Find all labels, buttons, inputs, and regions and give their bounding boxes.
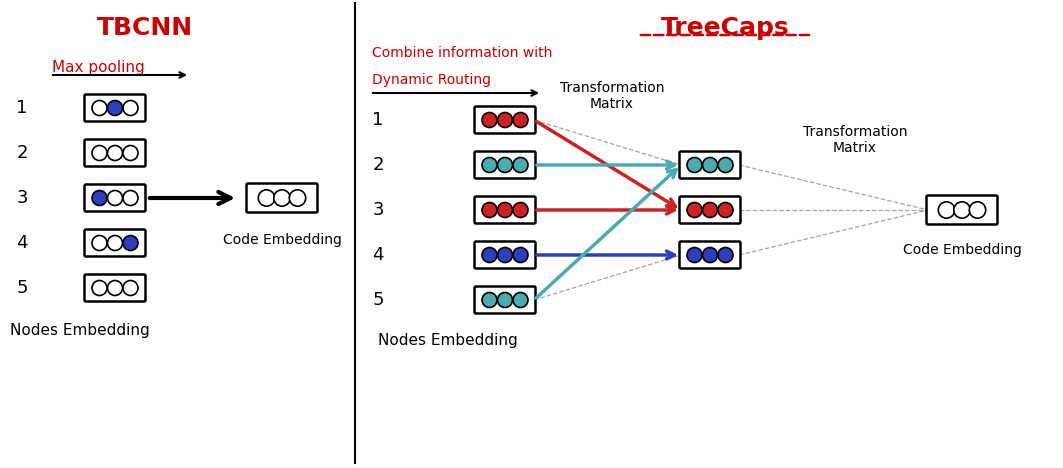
Text: Nodes Embedding: Nodes Embedding <box>10 322 150 337</box>
Circle shape <box>687 248 702 263</box>
Circle shape <box>687 203 702 218</box>
Circle shape <box>482 203 497 218</box>
Circle shape <box>969 202 985 218</box>
Circle shape <box>123 190 138 205</box>
Circle shape <box>107 101 122 116</box>
Circle shape <box>497 158 512 173</box>
FancyBboxPatch shape <box>84 95 146 122</box>
Circle shape <box>107 146 122 161</box>
Circle shape <box>107 280 122 295</box>
Circle shape <box>274 190 290 206</box>
Circle shape <box>513 292 528 307</box>
Circle shape <box>92 146 107 161</box>
Text: 3: 3 <box>16 189 28 207</box>
Circle shape <box>718 203 733 218</box>
Text: Code Embedding: Code Embedding <box>902 243 1022 257</box>
Circle shape <box>513 158 528 173</box>
Circle shape <box>497 292 512 307</box>
FancyBboxPatch shape <box>247 183 318 212</box>
Text: 5: 5 <box>16 279 28 297</box>
FancyBboxPatch shape <box>84 275 146 301</box>
Circle shape <box>92 235 107 250</box>
Circle shape <box>92 101 107 116</box>
Text: Max pooling: Max pooling <box>52 60 145 75</box>
FancyBboxPatch shape <box>84 229 146 256</box>
FancyBboxPatch shape <box>927 196 997 225</box>
Circle shape <box>513 112 528 127</box>
Circle shape <box>92 190 107 205</box>
Circle shape <box>289 190 306 206</box>
Text: TBCNN: TBCNN <box>97 16 193 40</box>
Text: 4: 4 <box>372 246 384 264</box>
Text: TreeCaps: TreeCaps <box>661 16 790 40</box>
Circle shape <box>107 235 122 250</box>
Circle shape <box>482 112 497 127</box>
FancyBboxPatch shape <box>474 241 536 269</box>
Circle shape <box>939 202 955 218</box>
Text: 2: 2 <box>16 144 28 162</box>
FancyBboxPatch shape <box>679 152 741 178</box>
FancyBboxPatch shape <box>474 286 536 314</box>
Text: Code Embedding: Code Embedding <box>222 233 341 247</box>
Circle shape <box>92 280 107 295</box>
Circle shape <box>718 158 733 173</box>
Circle shape <box>482 292 497 307</box>
FancyBboxPatch shape <box>474 107 536 133</box>
Circle shape <box>513 248 528 263</box>
Circle shape <box>497 112 512 127</box>
FancyBboxPatch shape <box>84 184 146 212</box>
Text: 5: 5 <box>372 291 384 309</box>
Text: Nodes Embedding: Nodes Embedding <box>378 332 518 348</box>
Text: 2: 2 <box>372 156 384 174</box>
Circle shape <box>123 280 138 295</box>
Circle shape <box>123 235 138 250</box>
Circle shape <box>497 248 512 263</box>
Circle shape <box>513 203 528 218</box>
Circle shape <box>954 202 971 218</box>
FancyBboxPatch shape <box>84 139 146 167</box>
Circle shape <box>123 146 138 161</box>
Circle shape <box>703 203 718 218</box>
Text: 1: 1 <box>372 111 384 129</box>
FancyBboxPatch shape <box>679 241 741 269</box>
Circle shape <box>703 158 718 173</box>
Text: Combine information with: Combine information with <box>372 46 553 60</box>
Circle shape <box>718 248 733 263</box>
Circle shape <box>703 248 718 263</box>
Text: 3: 3 <box>372 201 384 219</box>
Text: 1: 1 <box>16 99 28 117</box>
Circle shape <box>482 248 497 263</box>
FancyBboxPatch shape <box>474 152 536 178</box>
Circle shape <box>107 190 122 205</box>
Circle shape <box>687 158 702 173</box>
Circle shape <box>123 101 138 116</box>
Text: 4: 4 <box>16 234 28 252</box>
Text: Dynamic Routing: Dynamic Routing <box>372 73 491 87</box>
Text: Transformation
Matrix: Transformation Matrix <box>560 81 664 111</box>
FancyBboxPatch shape <box>679 197 741 224</box>
Circle shape <box>258 190 274 206</box>
FancyBboxPatch shape <box>474 197 536 224</box>
Circle shape <box>482 158 497 173</box>
Circle shape <box>497 203 512 218</box>
Text: Transformation
Matrix: Transformation Matrix <box>803 125 907 155</box>
